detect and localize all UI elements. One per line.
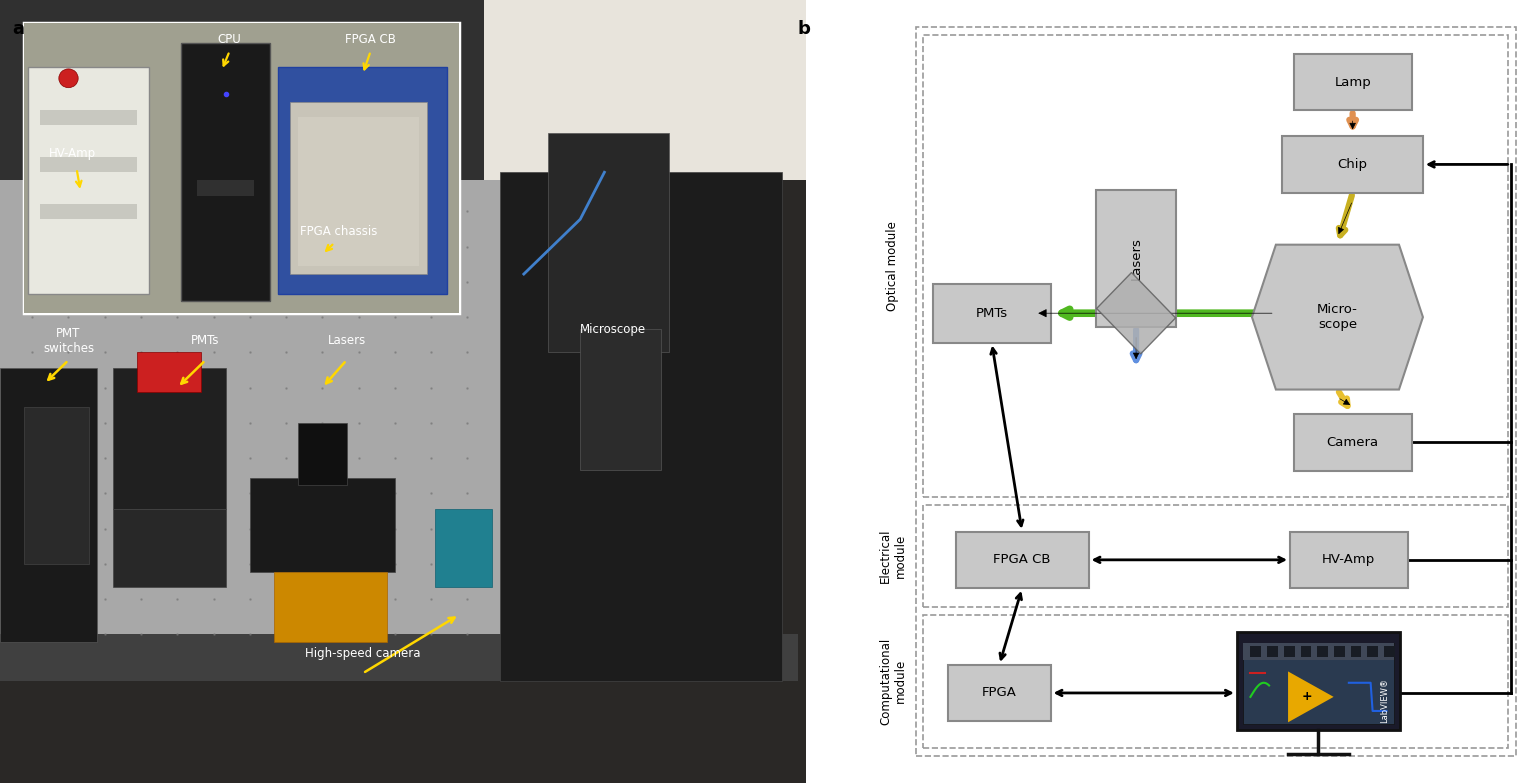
Text: FPGA chassis: FPGA chassis: [299, 225, 378, 238]
FancyBboxPatch shape: [1294, 414, 1412, 471]
Text: PMT
switches: PMT switches: [43, 327, 94, 355]
FancyBboxPatch shape: [956, 532, 1088, 588]
Bar: [25, 407, 89, 564]
Text: Camera: Camera: [1326, 436, 1378, 449]
Text: FPGA CB: FPGA CB: [993, 554, 1051, 566]
Bar: [114, 509, 226, 587]
Bar: [198, 180, 253, 196]
Bar: [290, 102, 427, 274]
Text: Chip: Chip: [1337, 158, 1368, 171]
Bar: [1317, 646, 1328, 657]
Bar: [250, 478, 394, 572]
Circle shape: [58, 69, 78, 88]
Bar: [114, 368, 226, 509]
Bar: [1268, 646, 1277, 657]
Bar: [137, 352, 201, 392]
Polygon shape: [1288, 671, 1334, 722]
Text: CPU: CPU: [218, 33, 241, 46]
Text: PMTs: PMTs: [192, 334, 220, 347]
Bar: [0, 634, 798, 681]
Bar: [1368, 646, 1378, 657]
FancyBboxPatch shape: [1096, 189, 1176, 327]
Bar: [0, 180, 774, 650]
Bar: [0, 0, 806, 180]
FancyBboxPatch shape: [1237, 633, 1400, 730]
Text: HV-Amp: HV-Amp: [49, 146, 97, 160]
Text: Optical module: Optical module: [886, 222, 900, 311]
FancyBboxPatch shape: [1289, 532, 1408, 588]
Bar: [500, 172, 781, 681]
Bar: [1334, 646, 1345, 657]
Bar: [275, 572, 387, 642]
Polygon shape: [1253, 244, 1423, 389]
Bar: [0, 141, 806, 783]
Bar: [548, 133, 669, 352]
Bar: [580, 329, 660, 470]
Bar: [1385, 646, 1395, 657]
FancyBboxPatch shape: [278, 67, 447, 294]
FancyBboxPatch shape: [933, 284, 1050, 343]
Bar: [1300, 646, 1311, 657]
Text: PMTs: PMTs: [976, 307, 1008, 319]
Bar: [0, 0, 484, 180]
Bar: [1283, 646, 1294, 657]
Text: Micro-
scope: Micro- scope: [1317, 303, 1358, 331]
Bar: [436, 509, 491, 587]
Text: Microscope: Microscope: [579, 323, 646, 336]
FancyBboxPatch shape: [1294, 54, 1412, 110]
Text: Lamp: Lamp: [1334, 76, 1371, 88]
Text: FPGA: FPGA: [982, 687, 1016, 699]
Text: LabVIEW®: LabVIEW®: [1380, 678, 1389, 723]
Bar: [40, 157, 137, 172]
Bar: [0, 368, 97, 642]
Bar: [1243, 644, 1394, 723]
Text: Electrical
module: Electrical module: [880, 529, 907, 583]
Bar: [1243, 644, 1394, 660]
Polygon shape: [1096, 272, 1176, 354]
FancyBboxPatch shape: [1282, 136, 1423, 193]
Text: High-speed camera: High-speed camera: [305, 648, 421, 660]
Bar: [25, 23, 459, 313]
Text: Lasers: Lasers: [327, 334, 365, 347]
Bar: [40, 204, 137, 219]
Bar: [484, 180, 806, 548]
Text: HV-Amp: HV-Amp: [1322, 554, 1375, 566]
Bar: [1351, 646, 1362, 657]
FancyBboxPatch shape: [949, 665, 1050, 721]
Bar: [40, 110, 137, 125]
Bar: [1251, 646, 1262, 657]
Bar: [0, 0, 806, 180]
FancyBboxPatch shape: [28, 67, 149, 294]
FancyBboxPatch shape: [25, 23, 459, 313]
Text: Computational
module: Computational module: [880, 637, 907, 725]
Text: FPGA CB: FPGA CB: [345, 33, 396, 46]
Text: Lasers: Lasers: [1130, 237, 1142, 280]
Bar: [298, 423, 347, 485]
FancyBboxPatch shape: [181, 43, 270, 301]
Text: b: b: [798, 20, 810, 38]
Text: a: a: [12, 20, 25, 38]
Bar: [298, 117, 419, 266]
Text: +: +: [1302, 691, 1312, 703]
